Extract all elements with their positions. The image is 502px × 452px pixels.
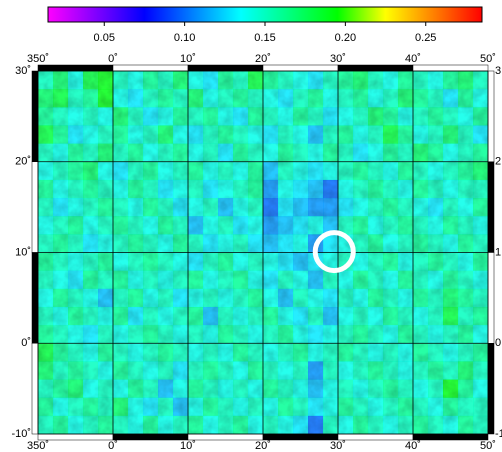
- colorbar: [48, 7, 482, 22]
- map-figure: 350˚350˚0˚0˚10˚10˚20˚20˚30˚30˚40˚40˚50˚5…: [0, 0, 502, 452]
- x-tick-label: 0˚: [108, 53, 118, 65]
- frame-bar: [188, 434, 263, 440]
- x-tick-label: 40˚: [405, 53, 421, 65]
- x-tick-label: 50˚: [480, 440, 496, 452]
- frame-bar: [32, 253, 38, 344]
- y-tick-label-right: 3: [495, 65, 501, 77]
- frame-bar: [413, 65, 488, 71]
- frame-bar: [338, 65, 413, 71]
- x-tick-label: 10˚: [180, 440, 196, 452]
- frame-bar: [488, 253, 494, 344]
- x-tick-label: 0˚: [108, 440, 118, 452]
- colorbar-tick-label: 0.05: [94, 32, 115, 44]
- y-tick-label: 20˚: [15, 156, 31, 168]
- y-tick-label-right: 1: [495, 246, 501, 258]
- frame-bar: [32, 162, 38, 253]
- colorbar-tick-label: 0.15: [254, 32, 275, 44]
- page: 350˚350˚0˚0˚10˚10˚20˚20˚30˚30˚40˚40˚50˚5…: [0, 0, 502, 452]
- colorbar-tick-label: 0.10: [174, 32, 195, 44]
- x-tick-label: 30˚: [330, 53, 346, 65]
- y-tick-label: 10˚: [15, 246, 31, 258]
- frame-bar: [488, 343, 494, 434]
- x-tick-label: 350˚: [27, 53, 49, 65]
- frame-bar: [488, 162, 494, 253]
- y-tick-label: 30˚: [15, 65, 31, 77]
- frame-bar: [113, 65, 188, 71]
- y-tick-label-right: 0: [495, 337, 501, 349]
- colorbar-tick-label: 0.20: [335, 32, 356, 44]
- frame-bar: [263, 434, 338, 440]
- x-tick-label: 20˚: [255, 53, 271, 65]
- frame-bar: [32, 71, 38, 162]
- y-tick-label-right: 2: [495, 156, 501, 168]
- x-tick-label: 350˚: [27, 440, 49, 452]
- x-tick-label: 30˚: [330, 440, 346, 452]
- frame-bar: [38, 65, 113, 71]
- y-tick-label: -10˚: [11, 428, 31, 440]
- frame-bar: [113, 434, 188, 440]
- frame-bar: [188, 65, 263, 71]
- y-tick-label: 0˚: [21, 337, 31, 349]
- colorbar-tick-label: 0.25: [415, 32, 436, 44]
- x-tick-label: 40˚: [405, 440, 421, 452]
- frame-bar: [263, 65, 338, 71]
- frame-bar: [488, 71, 494, 162]
- frame-bar: [413, 434, 488, 440]
- x-tick-label: 50˚: [480, 53, 496, 65]
- y-tick-label-right: -1: [495, 428, 502, 440]
- frame-bar: [338, 434, 413, 440]
- x-tick-label: 10˚: [180, 53, 196, 65]
- frame-bar: [32, 343, 38, 434]
- x-tick-label: 20˚: [255, 440, 271, 452]
- frame-bar: [38, 434, 113, 440]
